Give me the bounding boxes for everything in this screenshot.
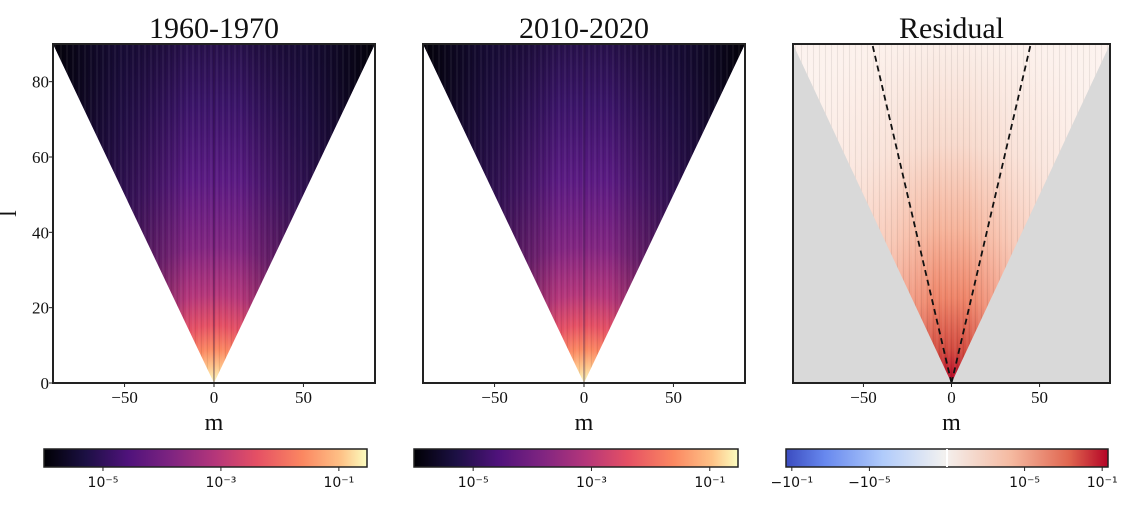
x-tick-label: 0 — [947, 388, 956, 407]
panel-3: Residual −50 0 50 m — [792, 12, 1111, 436]
panel-1: 1960-1970 −50 0 50 m 0 20 40 60 80 l — [0, 12, 376, 436]
dashed-line-2 — [950, 43, 1032, 384]
colorbar-3: −10⁻¹ −10⁻⁵ 10⁻⁵ 10⁻¹ — [771, 448, 1118, 491]
y-tick-label: 0 — [41, 374, 50, 393]
colorbar-gradient — [43, 448, 368, 468]
colorbar-tick-label: 10⁻⁵ — [458, 475, 489, 491]
colorbar-tick-label: −10⁻¹ — [771, 475, 814, 491]
y-tick-label: 80 — [32, 73, 49, 92]
colorbar-1: 10⁻⁵ 10⁻³ 10⁻¹ — [43, 448, 368, 491]
dashed-line-1 — [871, 43, 953, 384]
x-tick-label: −50 — [111, 388, 138, 407]
y-tick-label: 40 — [32, 223, 49, 242]
colorbar-tick-label: 10⁻¹ — [694, 475, 725, 491]
x-tick-label: 0 — [210, 388, 219, 407]
colorbar-tick-label: −10⁻⁵ — [848, 475, 891, 491]
y-tick-label: 20 — [32, 299, 49, 318]
heatmap-texture — [793, 44, 1110, 383]
x-axis-label: m — [575, 410, 594, 436]
colorbar-2: 10⁻⁵ 10⁻³ 10⁻¹ — [413, 448, 739, 491]
panel-title: 2010-2020 — [519, 12, 649, 45]
y-tick-label: 60 — [32, 148, 49, 167]
x-tick-label: 50 — [295, 388, 312, 407]
colorbar-tick-label: 10⁻¹ — [1087, 475, 1118, 491]
colorbar-tick-label: 10⁻⁵ — [88, 475, 119, 491]
x-tick-label: 50 — [1031, 388, 1048, 407]
panel-title: 1960-1970 — [149, 12, 279, 45]
x-tick-label: −50 — [481, 388, 508, 407]
x-tick-label: 50 — [665, 388, 682, 407]
x-tick-label: 0 — [580, 388, 589, 407]
x-tick-label: −50 — [850, 388, 877, 407]
y-axis-label: l — [0, 210, 22, 217]
panel-2: 2010-2020 −50 0 50 m — [422, 12, 746, 436]
x-axis-label: m — [942, 410, 961, 436]
colorbar-tick-label: 10⁻³ — [576, 475, 607, 491]
colorbar-tick-label: 10⁻⁵ — [1009, 475, 1040, 491]
panel-title: Residual — [899, 12, 1004, 45]
colorbar-gradient — [413, 448, 739, 468]
colorbar-tick-label: 10⁻¹ — [323, 475, 354, 491]
x-axis-label: m — [205, 410, 224, 436]
colorbar-tick-label: 10⁻³ — [206, 475, 237, 491]
